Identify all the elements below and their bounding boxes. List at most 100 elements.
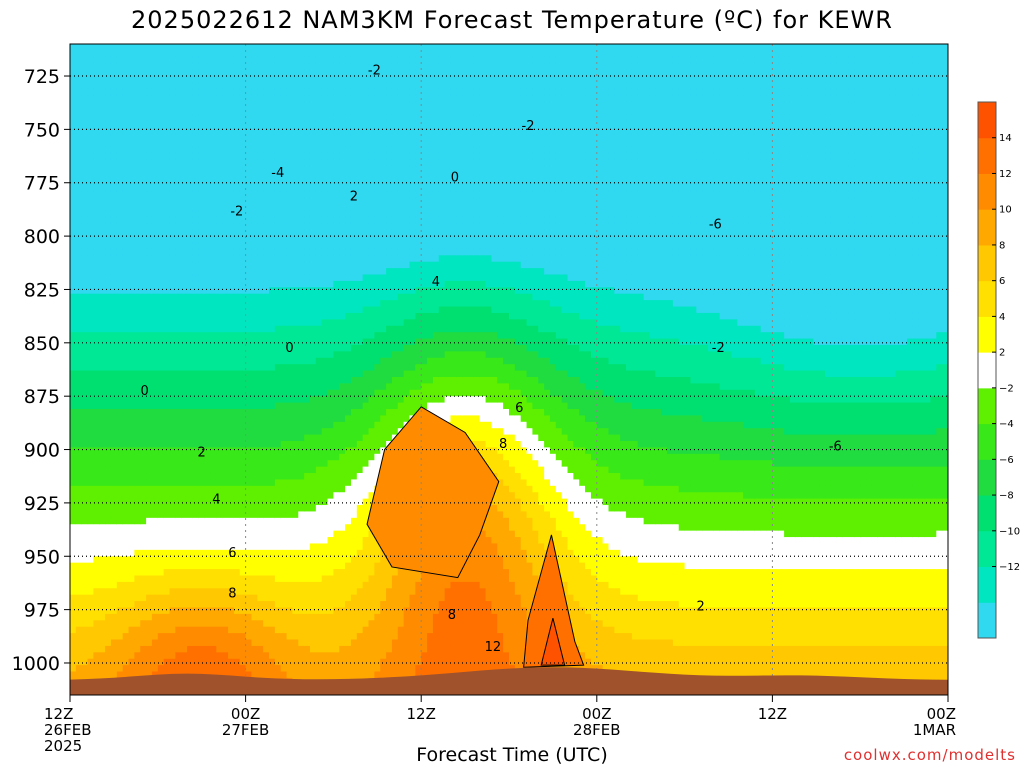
temperature-cell [210,665,217,673]
temperature-cell [263,588,270,596]
temperature-cell [333,671,340,679]
temperature-cell [134,44,141,52]
temperature-cell [257,178,264,186]
temperature-cell [304,184,311,192]
temperature-cell [216,108,223,116]
temperature-cell [169,255,176,263]
temperature-cell [315,524,323,532]
temperature-cell [269,594,276,602]
temperature-cell [216,511,223,519]
temperature-cell [93,434,100,442]
temperature-cell [163,389,171,397]
temperature-cell [75,159,83,167]
temperature-cell [105,152,112,160]
temperature-cell [70,223,77,231]
temperature-cell [309,594,317,602]
temperature-cell [198,204,206,212]
temperature-cell [292,588,299,596]
temperature-cell [99,460,106,468]
temperature-cell [169,511,176,519]
temperature-cell [146,178,153,186]
temperature-cell [187,543,194,551]
temperature-cell [286,364,294,372]
temperature-cell [75,242,83,250]
temperature-cell [257,108,264,116]
temperature-cell [210,332,217,340]
temperature-cell [157,95,165,103]
temperature-cell [157,421,165,429]
temperature-cell [146,255,153,263]
temperature-cell [222,63,229,71]
temperature-cell [216,159,223,167]
temperature-cell [216,351,223,359]
temperature-cell [163,82,171,90]
temperature-cell [75,312,83,320]
temperature-cell [245,306,253,314]
temperature-cell [222,620,229,628]
temperature-cell [309,620,317,628]
temperature-cell [345,530,352,538]
temperature-cell [233,626,241,634]
temperature-cell [99,300,106,308]
temperature-cell [192,197,200,205]
temperature-cell [151,255,159,263]
temperature-cell [216,562,223,570]
temperature-cell [327,415,334,423]
temperature-cell [257,88,264,96]
temperature-cell [263,517,270,525]
temperature-cell [304,505,311,513]
temperature-cell [99,601,106,609]
temperature-cell [257,268,264,276]
temperature-cell [204,280,212,288]
temperature-cell [269,562,276,570]
temperature-cell [210,133,217,141]
temperature-cell [292,665,299,673]
temperature-cell [146,376,153,384]
temperature-cell [187,140,194,148]
temperature-cell [151,344,159,352]
temperature-cell [81,537,89,545]
temperature-cell [350,581,358,589]
temperature-cell [286,524,294,532]
temperature-cell [116,537,124,545]
temperature-cell [345,146,352,154]
temperature-cell [292,652,299,660]
temperature-cell [350,127,358,135]
temperature-cell [269,370,276,378]
temperature-cell [216,575,223,583]
temperature-cell [93,447,100,455]
temperature-cell [228,172,235,180]
temperature-cell [70,357,77,365]
temperature-cell [87,63,95,71]
temperature-cell [198,581,206,589]
temperature-cell [239,152,247,160]
temperature-cell [163,376,171,384]
temperature-cell [169,453,176,461]
temperature-cell [263,319,270,327]
temperature-cell [251,389,258,397]
temperature-cell [245,95,253,103]
temperature-cell [93,524,100,532]
temperature-cell [163,517,171,525]
temperature-cell [222,626,229,634]
temperature-cell [345,127,352,135]
temperature-cell [304,69,311,77]
temperature-cell [70,421,77,429]
temperature-cell [321,408,329,416]
temperature-cell [81,473,89,481]
temperature-cell [204,633,212,641]
temperature-cell [134,88,141,96]
temperature-cell [99,101,106,109]
temperature-cell [269,453,276,461]
temperature-cell [233,396,241,404]
temperature-cell [233,82,241,90]
temperature-cell [116,338,124,346]
temperature-cell [116,645,124,653]
temperature-cell [87,165,95,173]
temperature-cell [192,210,200,218]
temperature-cell [99,306,106,314]
temperature-cell [134,626,141,634]
temperature-cell [187,479,194,487]
temperature-cell [87,242,95,250]
temperature-cell [105,383,112,391]
